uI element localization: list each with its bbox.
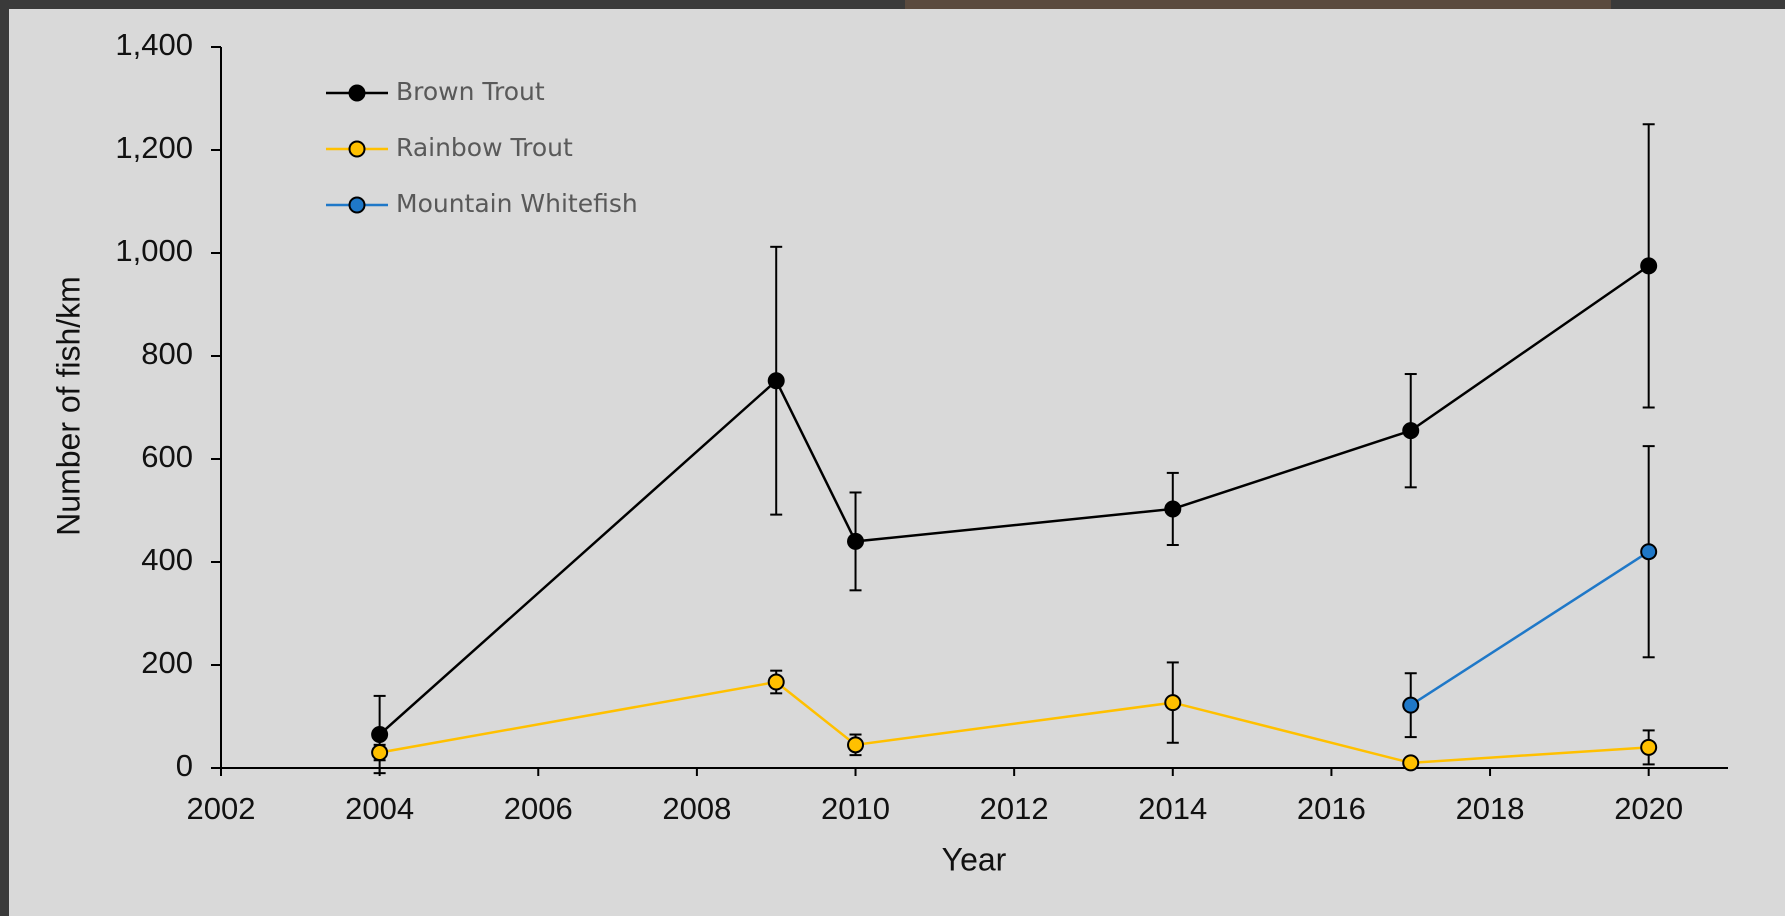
series-line — [378, 264, 1650, 736]
x-tick-label: 2006 — [504, 791, 573, 826]
y-tick-label: 200 — [141, 645, 193, 680]
legend-marker — [348, 140, 366, 158]
x-tick-label: 2020 — [1614, 791, 1683, 826]
y-tick-label: 400 — [141, 542, 193, 577]
y-tick-label: 600 — [141, 439, 193, 474]
x-tick-label: 2004 — [345, 791, 414, 826]
data-point — [847, 532, 865, 550]
data-point — [847, 736, 865, 754]
data-point — [1164, 500, 1182, 518]
data-point — [371, 726, 389, 744]
photo-strip — [905, 0, 1611, 9]
chart-background — [9, 9, 1785, 916]
data-point — [1402, 696, 1420, 714]
y-axis-title: Number of fish/km — [50, 276, 86, 536]
x-tick-label: 2016 — [1297, 791, 1366, 826]
x-tick-label: 2012 — [980, 791, 1049, 826]
legend-marker — [348, 196, 366, 214]
data-point — [1402, 422, 1420, 440]
legend-label: Brown Trout — [396, 77, 545, 106]
x-tick-label: 2002 — [187, 791, 256, 826]
legend-label: Mountain Whitefish — [396, 189, 638, 218]
data-point — [1640, 738, 1658, 756]
x-tick-label: 2014 — [1138, 791, 1207, 826]
legend-label: Rainbow Trout — [396, 133, 573, 162]
legend-marker — [348, 84, 366, 102]
data-point — [767, 372, 785, 390]
y-tick-label: 1,200 — [115, 130, 193, 165]
data-point — [1640, 257, 1658, 275]
data-point — [1164, 694, 1182, 712]
data-point — [1640, 543, 1658, 561]
y-tick-label: 1,000 — [115, 233, 193, 268]
x-axis-title: Year — [942, 841, 1007, 877]
y-tick-label: 1,400 — [115, 27, 193, 62]
data-point — [767, 673, 785, 691]
series-line — [1410, 550, 1650, 707]
x-tick-label: 2008 — [662, 791, 731, 826]
x-tick-label: 2018 — [1456, 791, 1525, 826]
data-point — [1402, 754, 1420, 772]
y-tick-label: 0 — [176, 748, 193, 783]
series-line — [379, 680, 1649, 765]
x-tick-label: 2010 — [821, 791, 890, 826]
y-tick-label: 800 — [141, 336, 193, 371]
data-point — [371, 744, 389, 762]
